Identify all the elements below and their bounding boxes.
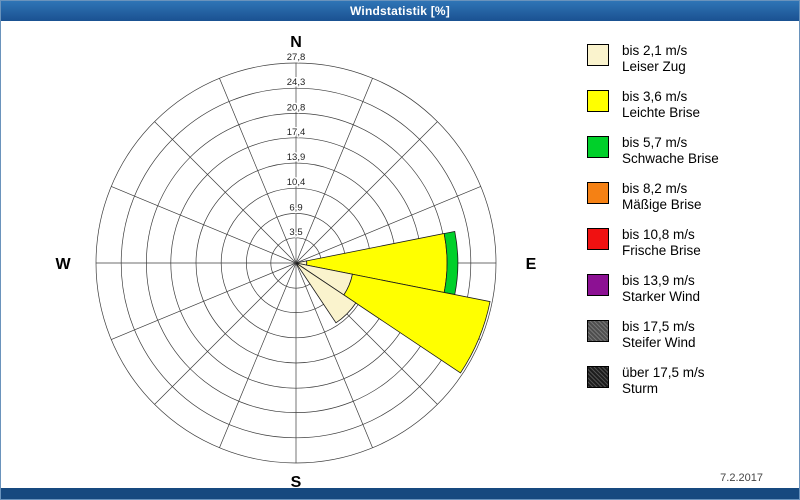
window-title: Windstatistik [%] [350, 4, 450, 18]
svg-text:3,5: 3,5 [289, 227, 302, 238]
legend-speed-label: bis 13,9 m/s [622, 273, 695, 288]
svg-text:27,8: 27,8 [287, 52, 306, 63]
legend-color-swatch [587, 366, 609, 388]
legend-color-swatch [587, 320, 609, 342]
svg-text:17,4: 17,4 [287, 127, 306, 138]
legend-speed-label: über 17,5 m/s [622, 365, 705, 380]
legend-item: bis 2,1 m/s Leiser Zug [587, 43, 719, 75]
legend-beaufort-label: Mäßige Brise [622, 197, 702, 212]
legend-item: bis 8,2 m/s Mäßige Brise [587, 181, 719, 213]
legend-beaufort-label: Leiser Zug [622, 59, 686, 74]
legend-color-swatch [587, 136, 609, 158]
wind-rose-chart: 3,5 6,9 10,4 13,9 17,4 20,8 24,3 27,8 N S W E [55, 34, 537, 490]
legend-item: bis 3,6 m/s Leichte Brise [587, 89, 719, 121]
compass-east-label: E [526, 256, 537, 273]
legend-item: bis 10,8 m/s Frische Brise [587, 227, 719, 259]
radial-tick-labels: 3,5 6,9 10,4 13,9 17,4 20,8 24,3 27,8 [285, 51, 307, 240]
title-bar: Windstatistik [%] [1, 1, 799, 21]
legend-speed-label: bis 17,5 m/s [622, 319, 695, 334]
legend-beaufort-label: Leichte Brise [622, 105, 701, 120]
compass-west-label: W [55, 256, 71, 273]
polar-grid [95, 62, 497, 464]
legend-speed-label: bis 5,7 m/s [622, 135, 688, 150]
svg-text:24,3: 24,3 [287, 77, 306, 88]
bottom-bar [1, 488, 799, 499]
legend-speed-label: bis 8,2 m/s [622, 181, 688, 196]
legend-item: bis 13,9 m/s Starker Wind [587, 273, 719, 305]
legend-color-swatch [587, 228, 609, 250]
date-label: 7.2.2017 [720, 472, 763, 484]
compass-north-label: N [290, 34, 302, 51]
chart-area: 3,5 6,9 10,4 13,9 17,4 20,8 24,3 27,8 N S W E [1, 21, 581, 490]
wind-rose-wedges [295, 230, 491, 374]
legend-speed-label: bis 10,8 m/s [622, 227, 695, 242]
legend-item: bis 17,5 m/s Steifer Wind [587, 319, 719, 351]
legend-item: bis 5,7 m/s Schwache Brise [587, 135, 719, 167]
legend-beaufort-label: Steifer Wind [622, 335, 696, 350]
legend-speed-label: bis 3,6 m/s [622, 89, 688, 104]
legend-beaufort-label: Frische Brise [622, 243, 701, 258]
svg-text:6,9: 6,9 [289, 202, 302, 213]
legend-color-swatch [587, 274, 609, 296]
compass-south-label: S [291, 474, 302, 490]
svg-text:20,8: 20,8 [287, 102, 306, 113]
legend-beaufort-label: Schwache Brise [622, 151, 719, 166]
legend-color-swatch [587, 44, 609, 66]
legend-beaufort-label: Sturm [622, 381, 659, 396]
legend-beaufort-label: Starker Wind [622, 289, 701, 304]
legend-speed-label: bis 2,1 m/s [622, 43, 688, 58]
legend-item: über 17,5 m/s Sturm [587, 365, 719, 397]
legend-color-swatch [587, 182, 609, 204]
wind-speed-legend: bis 2,1 m/s Leiser Zug bis 3,6 m/s Leich… [587, 43, 719, 397]
legend-color-swatch [587, 90, 609, 112]
svg-text:13,9: 13,9 [287, 152, 306, 163]
svg-text:10,4: 10,4 [287, 177, 306, 188]
